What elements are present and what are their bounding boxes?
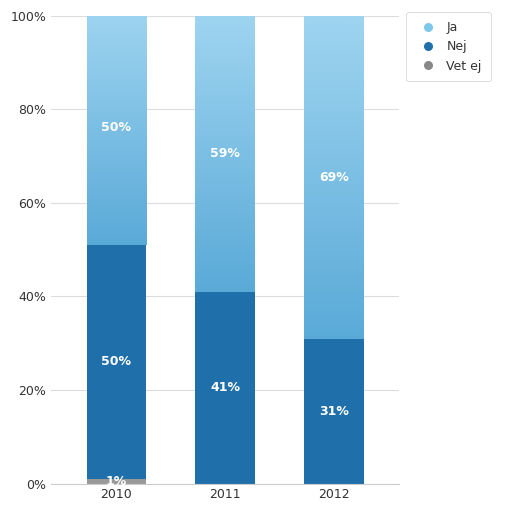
Bar (196, 292, 255, 484)
Legend: Ja, Nej, Vet ej: Ja, Nej, Vet ej (407, 12, 490, 82)
Bar (87, 245, 146, 479)
Text: 31%: 31% (319, 405, 349, 418)
Text: 1%: 1% (106, 475, 127, 488)
Text: 59%: 59% (210, 147, 240, 160)
Text: 50%: 50% (101, 355, 132, 368)
Text: 41%: 41% (210, 381, 240, 394)
Bar (304, 339, 364, 484)
Text: 50%: 50% (101, 122, 132, 134)
Bar (87, 479, 146, 484)
Text: 69%: 69% (319, 171, 349, 184)
